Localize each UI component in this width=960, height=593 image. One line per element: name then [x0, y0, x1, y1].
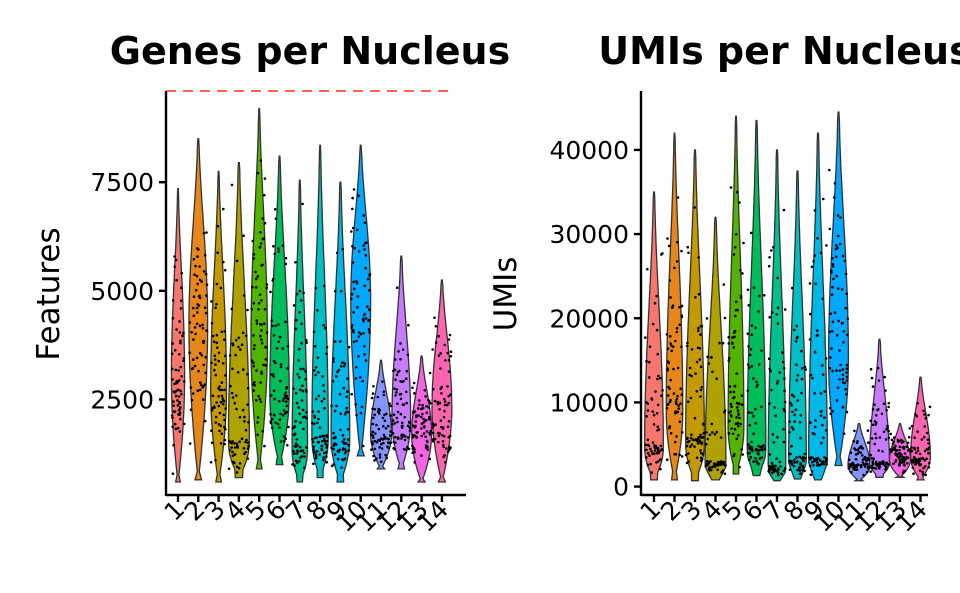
violin-4	[227, 162, 250, 479]
violin-14	[909, 376, 932, 481]
y-tick-label: 7500	[90, 168, 154, 197]
y-tick-label: 5000	[90, 277, 154, 306]
violin-1	[170, 188, 186, 483]
violin-9	[330, 181, 351, 483]
y-ticks-group: 2500 5000 7500	[90, 168, 166, 414]
violin-6	[746, 119, 767, 477]
panel-umis-per-nucleus: UMIs per Nucleus UMIs 0 10000 20000 30000 40…	[488, 29, 960, 538]
points-group	[170, 159, 453, 476]
y-tick-label: 10000	[549, 388, 629, 417]
y-tick-label: 30000	[549, 220, 629, 249]
violin-8	[311, 144, 329, 479]
y-tick-label: 0	[613, 473, 629, 502]
violin-12	[391, 255, 412, 470]
y-tick-label: 40000	[549, 136, 629, 165]
violin-4	[704, 216, 727, 481]
violin-5	[727, 115, 745, 475]
y-axis-label: UMIs	[488, 257, 524, 332]
violin-9	[808, 132, 828, 481]
violin-3	[210, 170, 228, 483]
violin-7	[291, 179, 309, 483]
points-group	[644, 168, 932, 477]
y-tick-label: 20000	[549, 304, 629, 333]
violin-2	[665, 132, 684, 481]
chart-title: Genes per Nucleus	[110, 29, 510, 73]
violin-5	[250, 107, 269, 470]
y-axis-label: Features	[31, 227, 67, 360]
violin-2	[188, 138, 209, 481]
panel-genes-per-nucleus: Genes per Nucleus Features 250050007500 …	[31, 29, 510, 538]
chart-title: UMIs per Nucleus	[598, 29, 960, 73]
violin-1	[644, 191, 664, 481]
violin-3	[685, 149, 705, 482]
violin-10	[350, 144, 372, 457]
y-ticks-group: 0 10000 20000 30000 40000	[549, 136, 641, 502]
violins-group	[170, 107, 453, 483]
y-tick-label: 2500	[90, 385, 154, 414]
